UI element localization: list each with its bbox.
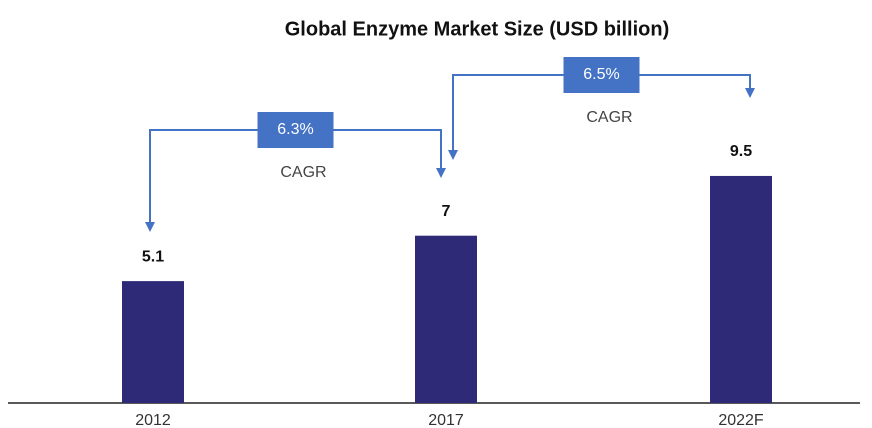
x-tick-label: 2022F <box>718 412 764 428</box>
cagr-text: CAGR <box>280 164 326 181</box>
arrow-head <box>448 150 458 160</box>
cagr-text: CAGR <box>586 109 632 126</box>
data-label: 5.1 <box>142 248 164 265</box>
bar <box>122 281 184 403</box>
chart-title: Global Enzyme Market Size (USD billion) <box>285 18 670 40</box>
cagr-box <box>563 57 640 93</box>
arrow-head <box>145 222 155 232</box>
x-tick-label: 2017 <box>428 412 464 428</box>
bar <box>710 175 772 403</box>
arrow-head <box>436 168 446 178</box>
arrow-head <box>745 88 755 98</box>
cagr-box <box>257 112 334 148</box>
cagr-value: 6.3% <box>277 121 313 138</box>
bar <box>415 235 477 403</box>
x-tick-label: 2012 <box>135 412 171 428</box>
data-label: 9.5 <box>730 143 752 160</box>
data-label: 7 <box>442 203 451 220</box>
cagr-value: 6.5% <box>583 66 619 83</box>
